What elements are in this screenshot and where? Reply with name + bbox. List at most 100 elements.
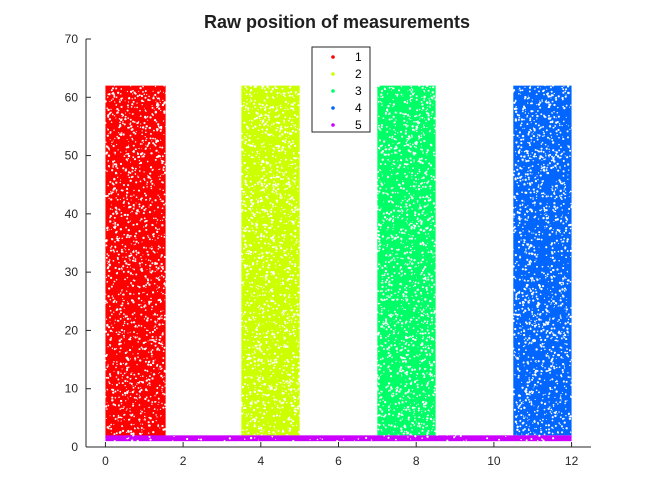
measurement-point xyxy=(162,406,165,409)
measurement-point xyxy=(405,383,408,385)
measurement-point xyxy=(112,212,115,215)
measurement-point xyxy=(279,278,281,280)
measurement-point xyxy=(158,196,161,198)
measurement-point xyxy=(529,196,532,199)
measurement-point xyxy=(395,390,398,393)
measurement-point xyxy=(119,333,121,335)
measurement-point xyxy=(545,354,548,356)
measurement-point xyxy=(291,163,294,166)
measurement-point xyxy=(136,122,139,125)
measurement-point xyxy=(109,249,112,252)
measurement-point xyxy=(419,353,421,356)
measurement-point xyxy=(522,302,524,305)
measurement-point xyxy=(293,405,295,407)
measurement-point xyxy=(281,372,284,375)
measurement-point xyxy=(245,170,248,172)
measurement-point xyxy=(158,368,160,370)
measurement-point xyxy=(397,216,399,219)
measurement-point xyxy=(159,129,162,132)
measurement-point xyxy=(141,306,143,309)
measurement-point xyxy=(401,284,403,286)
measurement-point xyxy=(129,90,133,93)
measurement-point xyxy=(152,97,155,100)
measurement-point xyxy=(424,358,426,361)
measurement-point xyxy=(284,193,287,195)
measurement-point xyxy=(400,228,403,231)
measurement-point xyxy=(143,408,146,410)
measurement-point xyxy=(543,342,545,344)
measurement-point xyxy=(528,245,531,249)
measurement-point xyxy=(278,324,281,327)
measurement-point xyxy=(408,257,410,260)
measurement-point xyxy=(126,233,129,237)
measurement-point xyxy=(379,208,382,211)
measurement-point xyxy=(424,196,426,198)
measurement-point xyxy=(430,251,433,254)
measurement-point xyxy=(126,366,129,369)
measurement-point xyxy=(276,405,279,407)
measurement-point xyxy=(109,215,112,218)
measurement-point xyxy=(379,227,382,229)
measurement-point xyxy=(294,407,297,410)
measurement-point xyxy=(431,378,434,382)
measurement-point xyxy=(543,163,545,166)
measurement-point xyxy=(394,312,397,315)
measurement-point xyxy=(380,396,383,399)
measurement-point xyxy=(289,378,291,380)
measurement-point xyxy=(105,256,108,259)
measurement-point xyxy=(405,379,407,381)
measurement-point xyxy=(120,189,123,192)
measurement-point xyxy=(116,353,118,355)
measurement-point xyxy=(294,221,296,223)
measurement-point xyxy=(426,292,429,295)
measurement-point xyxy=(519,315,522,317)
measurement-point xyxy=(387,339,390,342)
measurement-point xyxy=(112,160,114,163)
measurement-point xyxy=(424,265,427,269)
measurement-point xyxy=(546,166,548,169)
measurement-point xyxy=(105,152,108,155)
measurement-point xyxy=(423,206,425,208)
measurement-point xyxy=(291,205,293,207)
measurement-point xyxy=(149,260,152,262)
measurement-point xyxy=(275,388,278,390)
measurement-point xyxy=(378,376,380,378)
measurement-point xyxy=(106,96,109,98)
measurement-point xyxy=(402,414,404,416)
measurement-point xyxy=(411,262,414,265)
measurement-point xyxy=(562,266,565,269)
measurement-point xyxy=(141,197,143,200)
measurement-point xyxy=(558,260,560,262)
measurement-point xyxy=(378,115,380,118)
measurement-point xyxy=(119,132,121,134)
measurement-point xyxy=(270,358,272,360)
measurement-point xyxy=(290,132,293,135)
measurement-point xyxy=(143,208,146,212)
measurement-point xyxy=(112,403,115,406)
measurement-point xyxy=(263,146,266,148)
measurement-point xyxy=(263,99,266,102)
measurement-point xyxy=(533,120,535,122)
measurement-point xyxy=(427,315,430,318)
measurement-point xyxy=(431,113,433,115)
measurement-point xyxy=(384,265,386,267)
measurement-point xyxy=(424,185,427,188)
measurement-point xyxy=(263,124,266,127)
measurement-point xyxy=(283,345,285,348)
measurement-point xyxy=(272,183,275,186)
measurement-point xyxy=(254,344,258,348)
measurement-point xyxy=(536,198,538,200)
measurement-point xyxy=(138,286,141,289)
measurement-point xyxy=(513,170,516,173)
measurement-point xyxy=(150,187,153,190)
measurement-point xyxy=(423,273,426,276)
measurement-point xyxy=(566,351,569,354)
measurement-point xyxy=(265,104,268,107)
measurement-point xyxy=(152,168,154,171)
measurement-point xyxy=(134,148,137,151)
measurement-point xyxy=(256,375,259,377)
measurement-point xyxy=(545,214,548,217)
measurement-point xyxy=(410,89,412,91)
measurement-point xyxy=(428,273,431,276)
measurement-point xyxy=(118,208,120,211)
